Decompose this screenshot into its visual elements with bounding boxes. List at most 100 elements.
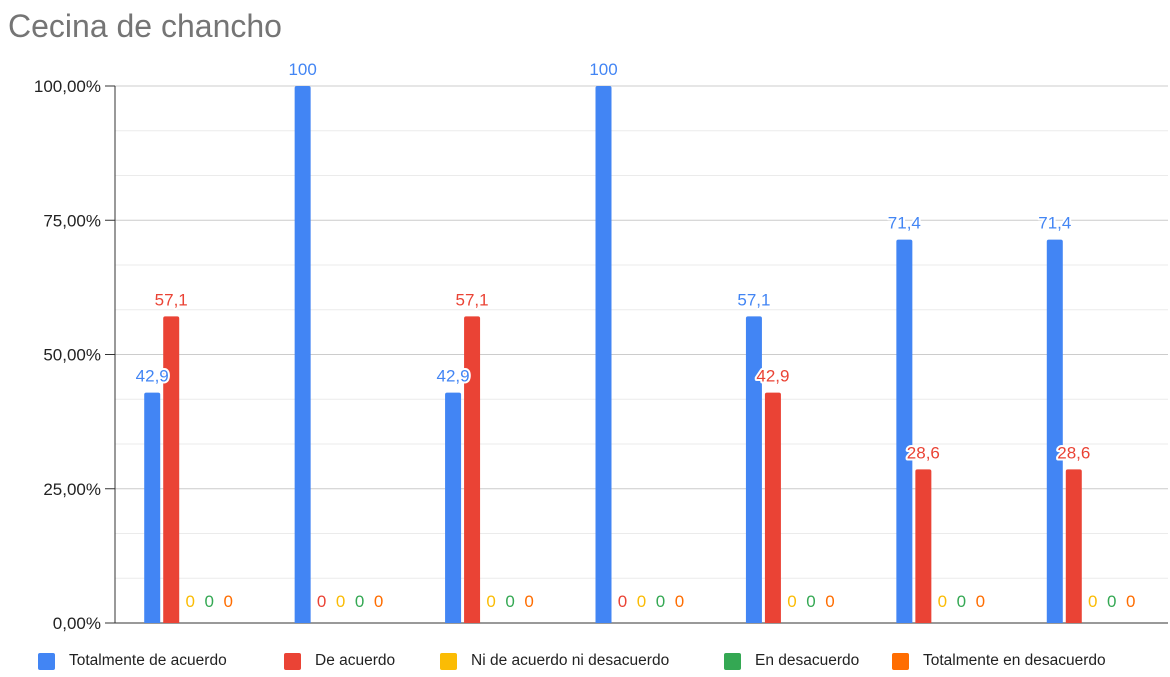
y-tick-label: 0,00%	[53, 614, 101, 633]
data-label-halo: 0	[618, 592, 627, 611]
data-label-halo: 0	[486, 592, 495, 611]
bar	[896, 239, 913, 623]
data-label-halo: 57,1	[456, 290, 489, 309]
legend-swatch	[440, 652, 457, 670]
legend-swatch	[724, 652, 741, 670]
data-label-halo: 0	[505, 592, 514, 611]
bar-chart: 0,00% 25,00% 50,00% 75,00% 100,00% 42,9 42,9 5…	[34, 58, 1168, 633]
legend-item: En desacuerdo	[724, 652, 859, 670]
bar	[1046, 239, 1063, 623]
data-label: 0	[223, 592, 232, 611]
data-label: 0	[185, 592, 194, 611]
data-label: 0	[656, 592, 665, 611]
data-label: 42,9	[437, 367, 470, 386]
data-label-halo: 0	[806, 592, 815, 611]
legend-label: Totalmente en desacuerdo	[923, 652, 1106, 669]
data-label: 0	[1107, 592, 1116, 611]
data-label: 0	[637, 592, 646, 611]
bar	[464, 316, 481, 623]
data-label: 42,9	[756, 367, 789, 386]
data-label-halo: 0	[1088, 592, 1097, 611]
data-label-halo: 0	[185, 592, 194, 611]
data-label-halo: 42,9	[437, 367, 470, 386]
data-label: 71,4	[1038, 214, 1071, 233]
bars	[144, 86, 1082, 623]
bar	[163, 316, 180, 623]
data-label-halo: 0	[938, 592, 947, 611]
data-label: 57,1	[155, 290, 188, 309]
data-label: 100	[589, 60, 617, 79]
data-label-halo: 0	[524, 592, 533, 611]
data-label-halo: 57,1	[155, 290, 188, 309]
legend-label: Totalmente de acuerdo	[69, 652, 227, 669]
y-tick-label: 50,00%	[43, 346, 101, 365]
data-label-halo: 0	[787, 592, 796, 611]
legend-swatch	[38, 652, 55, 670]
legend-swatch	[892, 652, 909, 670]
legend-label: En desacuerdo	[755, 652, 860, 669]
data-label-halo: 0	[204, 592, 213, 611]
data-label: 0	[355, 592, 364, 611]
data-label-halo: 71,4	[1038, 214, 1071, 233]
data-label-halo: 0	[223, 592, 232, 611]
axes: 0,00% 25,00% 50,00% 75,00% 100,00%	[34, 77, 1168, 633]
y-tick-label: 75,00%	[43, 211, 101, 230]
data-label-halo: 28,6	[907, 443, 940, 462]
bar	[595, 86, 612, 623]
data-label: 28,6	[1057, 443, 1090, 462]
data-label-halo: 0	[1126, 592, 1135, 611]
bar	[745, 316, 762, 623]
data-label-halo: 42,9	[756, 367, 789, 386]
data-label-halo: 42,9	[136, 367, 169, 386]
data-label: 0	[938, 592, 947, 611]
y-tick-label: 100,00%	[34, 77, 101, 96]
data-label: 0	[317, 592, 326, 611]
data-label: 0	[505, 592, 514, 611]
chart-legend: Totalmente de acuerdo De acuerdo Ni de acu…	[0, 652, 1170, 676]
bar	[294, 86, 311, 623]
data-label: 0	[618, 592, 627, 611]
data-label-halo: 71,4	[888, 214, 921, 233]
legend-label: Ni de acuerdo ni desacuerdo	[471, 652, 670, 669]
data-label-halo: 0	[374, 592, 383, 611]
data-label: 0	[336, 592, 345, 611]
data-label-halo: 100	[288, 60, 316, 79]
bar	[445, 392, 462, 623]
data-label: 0	[675, 592, 684, 611]
data-label: 0	[1126, 592, 1135, 611]
data-label-halo: 0	[336, 592, 345, 611]
data-label: 0	[976, 592, 985, 611]
y-tick-label: 25,00%	[43, 480, 101, 499]
data-label: 100	[288, 60, 316, 79]
data-label: 0	[374, 592, 383, 611]
bar	[1065, 469, 1082, 623]
legend-item: Totalmente en desacuerdo	[892, 652, 1106, 670]
grid-lines	[115, 85, 1168, 579]
data-label: 57,1	[456, 290, 489, 309]
data-label: 0	[825, 592, 834, 611]
legend-item: Ni de acuerdo ni desacuerdo	[440, 652, 669, 670]
data-label-halo: 0	[355, 592, 364, 611]
data-label: 57,1	[737, 290, 770, 309]
data-label: 0	[806, 592, 815, 611]
data-label-halo: 57,1	[737, 290, 770, 309]
bar	[915, 469, 932, 623]
data-label-halo: 0	[1107, 592, 1116, 611]
data-label: 0	[787, 592, 796, 611]
chart-title: Cecina de chancho	[8, 8, 282, 44]
data-label-halo: 0	[976, 592, 985, 611]
data-label: 28,6	[907, 443, 940, 462]
data-label-halo: 0	[675, 592, 684, 611]
data-label: 0	[486, 592, 495, 611]
data-label: 42,9	[136, 367, 169, 386]
bar	[764, 392, 781, 623]
data-label-halo: 0	[825, 592, 834, 611]
data-label: 0	[204, 592, 213, 611]
data-label: 0	[957, 592, 966, 611]
data-label-halo: 28,6	[1057, 443, 1090, 462]
legend-label: De acuerdo	[315, 652, 396, 669]
data-label-halo: 0	[957, 592, 966, 611]
legend-swatch	[284, 652, 301, 670]
data-label-halo: 0	[637, 592, 646, 611]
